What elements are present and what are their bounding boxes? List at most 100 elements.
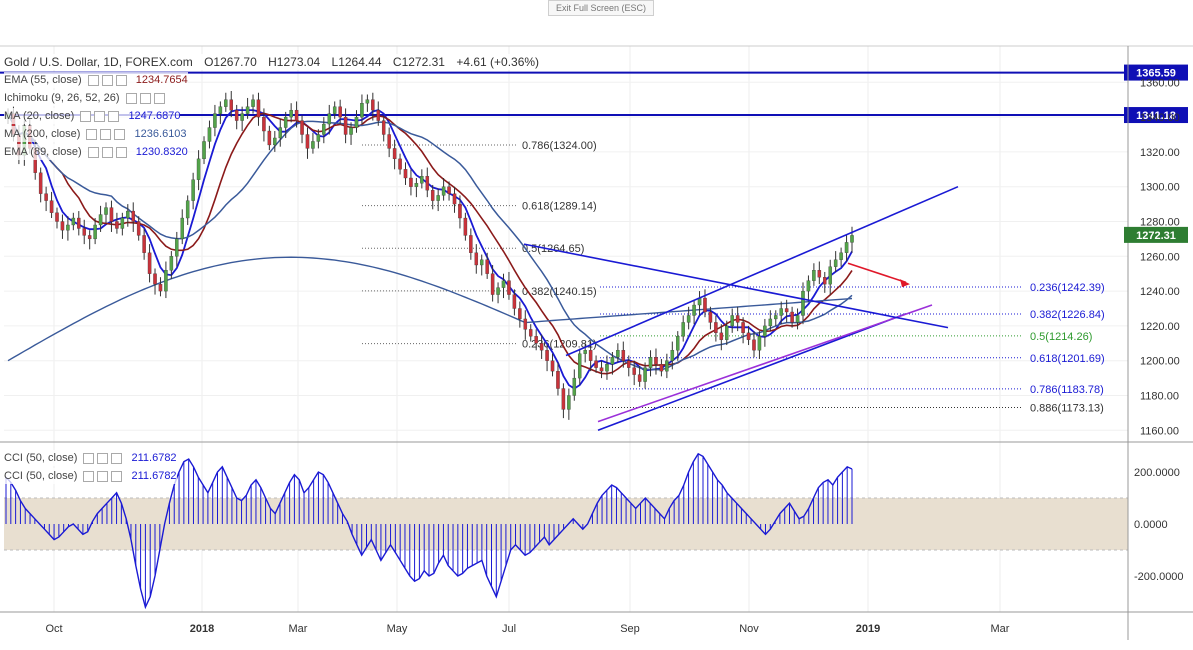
cci-tick-label: 200.0000 bbox=[1134, 467, 1180, 479]
candle-body bbox=[185, 200, 190, 219]
eye-icon[interactable] bbox=[125, 92, 137, 104]
candle-body bbox=[599, 367, 604, 372]
settings-icon[interactable] bbox=[97, 452, 109, 464]
candle-body bbox=[452, 193, 457, 205]
candle-body bbox=[790, 311, 794, 323]
settings-icon[interactable] bbox=[94, 110, 106, 122]
cci-legend-2[interactable]: CCI (50, close) 211.6782 bbox=[4, 468, 177, 484]
symbol-name[interactable]: Gold / U.S. Dollar, 1D, FOREX.com bbox=[4, 55, 193, 69]
cci-pane bbox=[4, 452, 1128, 610]
indicator-value: 1234.7654 bbox=[135, 74, 188, 86]
eye-icon[interactable] bbox=[80, 110, 92, 122]
indicator-legend-ema89[interactable]: EMA (89, close) 1230.8320 bbox=[4, 144, 188, 160]
candle-body bbox=[632, 367, 636, 375]
eye-icon[interactable] bbox=[87, 74, 99, 86]
settings-icon[interactable] bbox=[97, 470, 109, 482]
candle-body bbox=[768, 318, 773, 327]
time-tick-label: 2018 bbox=[190, 623, 214, 635]
candle-body bbox=[534, 336, 538, 344]
indicator-legend-ma200[interactable]: MA (200, close) 1236.6103 bbox=[4, 126, 187, 142]
candle-body bbox=[322, 123, 326, 135]
indicator-label: MA (200, close) bbox=[4, 128, 81, 140]
eye-icon[interactable] bbox=[87, 146, 99, 158]
candle-body bbox=[839, 252, 843, 260]
candle-body bbox=[823, 277, 827, 285]
candle-body bbox=[757, 336, 762, 351]
candle-body bbox=[371, 99, 375, 111]
candle-body bbox=[191, 179, 195, 201]
candle-body bbox=[365, 99, 370, 104]
settings-icon[interactable] bbox=[101, 146, 113, 158]
exit-fullscreen-button[interactable]: Exit Full Screen (ESC) bbox=[548, 0, 654, 16]
candle-body bbox=[490, 273, 495, 295]
candle-body bbox=[104, 207, 108, 215]
last-price-label: 1272.31 bbox=[1136, 230, 1176, 242]
horizontal-levels[interactable]: 1365.59 1341.18 bbox=[0, 64, 1188, 124]
close-icon[interactable] bbox=[115, 146, 127, 158]
candle-body bbox=[240, 113, 244, 121]
candle-body bbox=[741, 322, 745, 334]
price-tick-label: 1340.00 bbox=[1140, 112, 1180, 124]
candle-body bbox=[409, 177, 413, 187]
candle-body bbox=[349, 127, 353, 135]
close-icon[interactable] bbox=[111, 452, 123, 464]
indicator-legend-ma20[interactable]: MA (20, close) 1247.6870 bbox=[4, 108, 181, 124]
candle-body bbox=[637, 374, 642, 382]
close-icon[interactable] bbox=[153, 92, 165, 104]
candle-body bbox=[300, 120, 304, 135]
candle-body bbox=[714, 322, 718, 334]
candle-body bbox=[735, 315, 740, 323]
candle-body bbox=[109, 207, 114, 222]
candle-body bbox=[626, 360, 631, 368]
eye-icon[interactable] bbox=[83, 470, 95, 482]
candle-body bbox=[158, 283, 163, 292]
candle-body bbox=[447, 186, 451, 194]
candle-body bbox=[469, 235, 473, 253]
time-tick-label: Nov bbox=[739, 623, 759, 635]
ema89-line bbox=[7, 113, 853, 371]
candle-body bbox=[38, 172, 43, 194]
candle-body bbox=[518, 308, 522, 320]
candle-body bbox=[289, 109, 293, 118]
candle-body bbox=[692, 304, 696, 316]
candle-body bbox=[545, 350, 549, 361]
settings-icon[interactable] bbox=[100, 128, 112, 140]
cci-legend-1[interactable]: CCI (50, close) 211.6782 bbox=[4, 450, 177, 466]
close-icon[interactable] bbox=[115, 74, 127, 86]
settings-icon[interactable] bbox=[139, 92, 151, 104]
candle-body bbox=[381, 120, 386, 135]
candle-body bbox=[507, 280, 511, 295]
candle-body bbox=[262, 116, 266, 132]
candle-body bbox=[229, 99, 234, 111]
candle-body bbox=[316, 134, 321, 142]
close-icon[interactable] bbox=[111, 470, 123, 482]
candle-body bbox=[55, 212, 59, 222]
candle-body bbox=[202, 141, 206, 160]
candle-body bbox=[267, 130, 272, 146]
candle-body bbox=[643, 367, 647, 382]
candle-body bbox=[725, 325, 729, 340]
ma20-line bbox=[7, 109, 853, 390]
settings-icon[interactable] bbox=[101, 74, 113, 86]
candle-body bbox=[719, 332, 724, 340]
candle-body bbox=[332, 106, 337, 114]
price-tick-label: 1220.00 bbox=[1140, 321, 1180, 333]
close-icon[interactable] bbox=[114, 128, 126, 140]
candle-body bbox=[567, 395, 571, 410]
close-icon[interactable] bbox=[108, 110, 120, 122]
candle-body bbox=[175, 238, 179, 257]
trendlines[interactable] bbox=[523, 185, 959, 432]
indicator-legend-ichimoku[interactable]: Ichimoku (9, 26, 52, 26) bbox=[4, 90, 165, 106]
candle-body bbox=[496, 287, 500, 295]
fibonacci-retracement[interactable]: 0.786(1324.00)0.618(1289.14)0.5(1264.65)… bbox=[362, 140, 1105, 415]
time-tick-label: May bbox=[387, 623, 408, 635]
indicator-legend-ema55[interactable]: EMA (55, close) 1234.7654 bbox=[4, 72, 188, 88]
candle-body bbox=[224, 99, 228, 107]
price-tick-label: 1320.00 bbox=[1140, 147, 1180, 159]
indicator-label: EMA (89, close) bbox=[4, 146, 82, 158]
eye-icon[interactable] bbox=[83, 452, 95, 464]
eye-icon[interactable] bbox=[86, 128, 98, 140]
time-tick-label: Mar bbox=[991, 623, 1010, 635]
